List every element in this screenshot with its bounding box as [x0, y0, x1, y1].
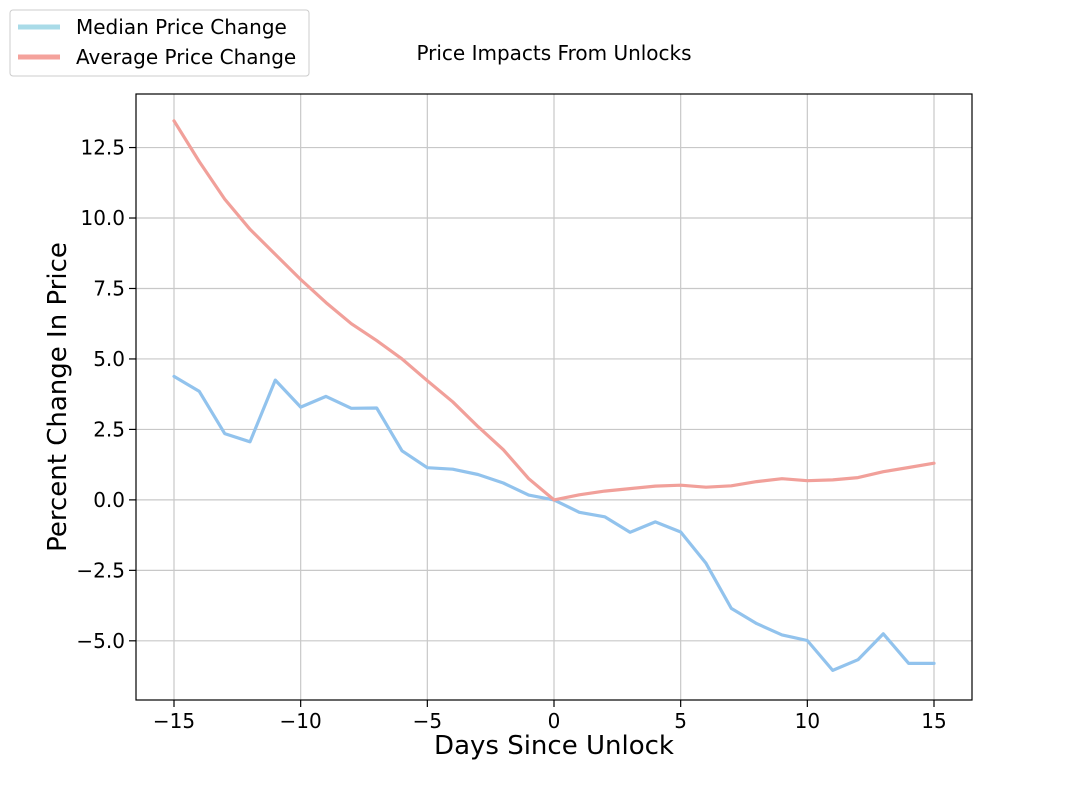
chart-title: Price Impacts From Unlocks [416, 41, 691, 65]
x-tick-label: 0 [548, 709, 561, 733]
y-axis-ticks: −5.0 −2.5 0.0 2.5 5.0 7.5 10.0 12.5 [76, 136, 136, 653]
y-tick-label: 7.5 [93, 276, 125, 300]
legend-box [9, 9, 310, 77]
grid [136, 94, 972, 700]
x-axis-label: Days Since Unlock [434, 731, 674, 761]
y-tick-label: 0.0 [93, 488, 125, 512]
y-tick-label: −5.0 [76, 629, 125, 653]
y-tick-label: 10.0 [80, 206, 125, 230]
legend: Median Price Change Average Price Change [9, 9, 310, 77]
x-tick-label: 5 [674, 709, 687, 733]
x-tick-label: −10 [280, 709, 322, 733]
legend-label-median: Median Price Change [76, 15, 287, 39]
y-tick-label: 5.0 [93, 347, 125, 371]
series-lines [172, 119, 936, 673]
x-tick-label: −15 [153, 709, 195, 733]
x-axis-ticks: −15 −10 −5 0 5 10 15 [153, 700, 947, 733]
x-tick-label: 10 [795, 709, 820, 733]
y-tick-label: 2.5 [93, 417, 125, 441]
y-tick-label: −2.5 [76, 558, 125, 582]
y-tick-label: 12.5 [80, 136, 125, 160]
series-line-average [172, 119, 936, 502]
x-tick-label: −5 [413, 709, 442, 733]
x-tick-label: 15 [921, 709, 946, 733]
y-axis-label: Percent Change In Price [43, 242, 73, 552]
legend-label-average: Average Price Change [76, 45, 296, 69]
